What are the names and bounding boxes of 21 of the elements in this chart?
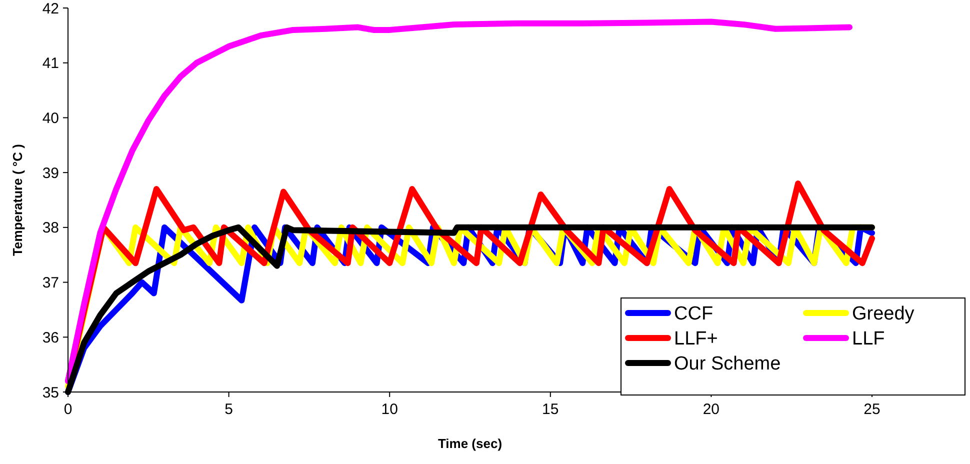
y-tick-label: 38: [42, 220, 59, 237]
y-axis-title: Temperature ( °C ): [10, 144, 25, 256]
x-tick-label: 5: [224, 401, 233, 418]
legend-label: LLF: [852, 328, 885, 350]
x-tick-label: 25: [864, 401, 880, 418]
y-tick-label: 36: [42, 329, 59, 346]
x-tick-label: 10: [381, 401, 398, 418]
legend-label: Our Scheme: [674, 354, 781, 375]
y-tick-label: 41: [42, 55, 59, 72]
x-tick-label: 20: [702, 401, 720, 418]
y-tick-label: 37: [42, 274, 59, 292]
legend-label: LLF+: [674, 328, 718, 350]
legend-label: Greedy: [852, 304, 915, 325]
legend-label: CCF: [674, 304, 714, 325]
x-tick-label: 0: [64, 401, 72, 418]
y-tick-label: 35: [42, 384, 59, 402]
x-axis-title: Time (sec): [438, 436, 502, 451]
x-tick-label: 15: [542, 401, 559, 418]
y-tick-label: 40: [42, 110, 59, 127]
y-tick-label: 39: [42, 164, 59, 182]
y-tick-label: 42: [42, 0, 59, 18]
